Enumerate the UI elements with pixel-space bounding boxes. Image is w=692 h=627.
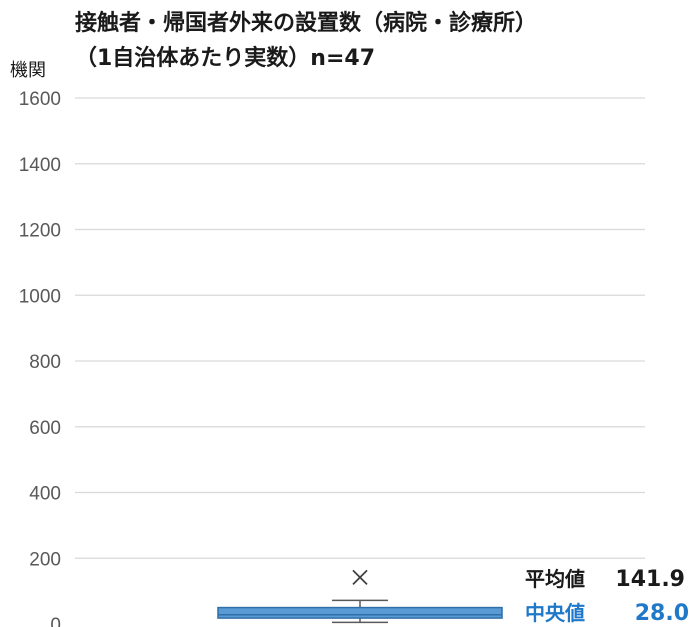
- y-tick-labels: 0 200 400 600 800 1000 1200 1400 1600: [19, 89, 61, 627]
- median-value: 28.0: [635, 601, 689, 626]
- mean-marker-stroke: [352, 569, 368, 585]
- y-tick-label: 1600: [19, 89, 61, 110]
- box-plot: [217, 569, 503, 624]
- y-tick-label: 600: [29, 418, 61, 439]
- mean-marker: [352, 569, 368, 585]
- y-tick-label: 0: [50, 615, 61, 627]
- y-tick-label: 1200: [19, 221, 61, 242]
- iqr-box: [217, 606, 503, 619]
- median-label: 中央値: [525, 601, 585, 625]
- y-tick-label: 1000: [19, 286, 61, 307]
- chart-title-line-1: 接触者・帰国者外来の設置数（病院・診療所）: [75, 10, 537, 36]
- chart-title-line-2: （1自治体あたり実数）n=47: [75, 45, 375, 71]
- y-tick-label: 1400: [19, 155, 61, 176]
- gridlines: [75, 97, 645, 559]
- mean-label: 平均値: [525, 567, 585, 591]
- mean-value: 141.9: [615, 567, 685, 592]
- y-axis-label: 機関: [10, 60, 46, 81]
- stats-panel: 平均値 141.9 中央値 28.0: [525, 567, 689, 626]
- y-tick-label: 400: [29, 484, 61, 505]
- y-tick-label: 800: [29, 352, 61, 373]
- y-tick-label: 200: [29, 549, 61, 570]
